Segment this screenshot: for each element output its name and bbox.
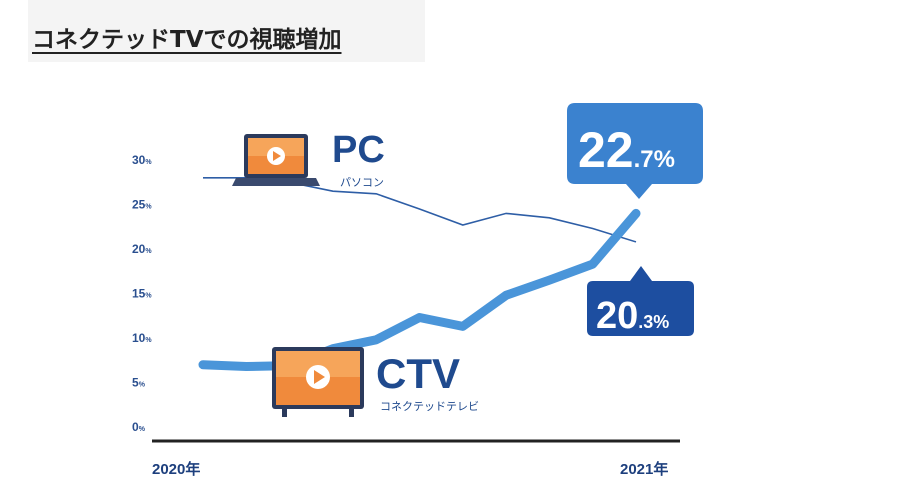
y-tick-unit: % (139, 382, 146, 389)
callout-ctv-decimal: .7 (634, 146, 654, 173)
laptop-icon (232, 134, 320, 186)
series-label-pc: PC (332, 129, 385, 171)
y-tick-number: 0 (132, 420, 139, 434)
y-tick-number: 10 (132, 331, 146, 345)
x-tick-end: 2021年 (620, 460, 668, 478)
y-axis-ticks: 0%5%10%15%20%25%30% (132, 153, 152, 434)
y-tick-number: 5 (132, 376, 139, 390)
callout-ctv: 22.7% (567, 103, 703, 199)
title-band (0, 0, 425, 62)
series-line-pc (203, 177, 637, 243)
y-tick-number: 30 (132, 153, 146, 167)
page-title: コネクテッドTVでの視聴増加 (32, 27, 342, 53)
callout-ctv-unit: % (654, 146, 675, 173)
y-tick-unit: % (145, 293, 152, 300)
y-tick-unit: % (139, 426, 146, 433)
y-tick-number: 15 (132, 287, 146, 301)
y-tick-number: 20 (132, 242, 146, 256)
y-tick-label: 25% (132, 198, 152, 212)
callout-pc-unit: % (653, 312, 669, 332)
series-line-ctv (198, 208, 641, 371)
y-tick-label: 15% (132, 287, 152, 301)
y-tick-unit: % (145, 337, 152, 344)
x-tick-start: 2020年 (152, 460, 200, 478)
callout-ctv-value: 22.7% (578, 122, 675, 178)
callout-ctv-main: 22 (578, 122, 634, 178)
tv-icon (272, 347, 364, 417)
series-label-ctv: CTV (376, 350, 460, 397)
y-tick-label: 5% (132, 376, 146, 390)
series-sublabel-pc: パソコン (340, 176, 384, 189)
y-tick-unit: % (145, 159, 152, 166)
series-sublabel-ctv: コネクテッドテレビ (380, 400, 479, 413)
y-tick-label: 30% (132, 153, 152, 167)
callout-pc-main: 20 (596, 295, 638, 337)
y-tick-unit: % (145, 204, 152, 211)
y-tick-label: 0% (132, 420, 146, 434)
y-tick-number: 25 (132, 198, 146, 212)
callout-pc-value: 20.3% (596, 295, 669, 337)
y-tick-label: 10% (132, 331, 152, 345)
callout-pc: 20.3% (587, 266, 694, 337)
callout-pc-decimal: .3 (638, 312, 653, 332)
y-tick-label: 20% (132, 242, 152, 256)
title-band-strip (0, 0, 28, 62)
y-tick-unit: % (145, 248, 152, 255)
